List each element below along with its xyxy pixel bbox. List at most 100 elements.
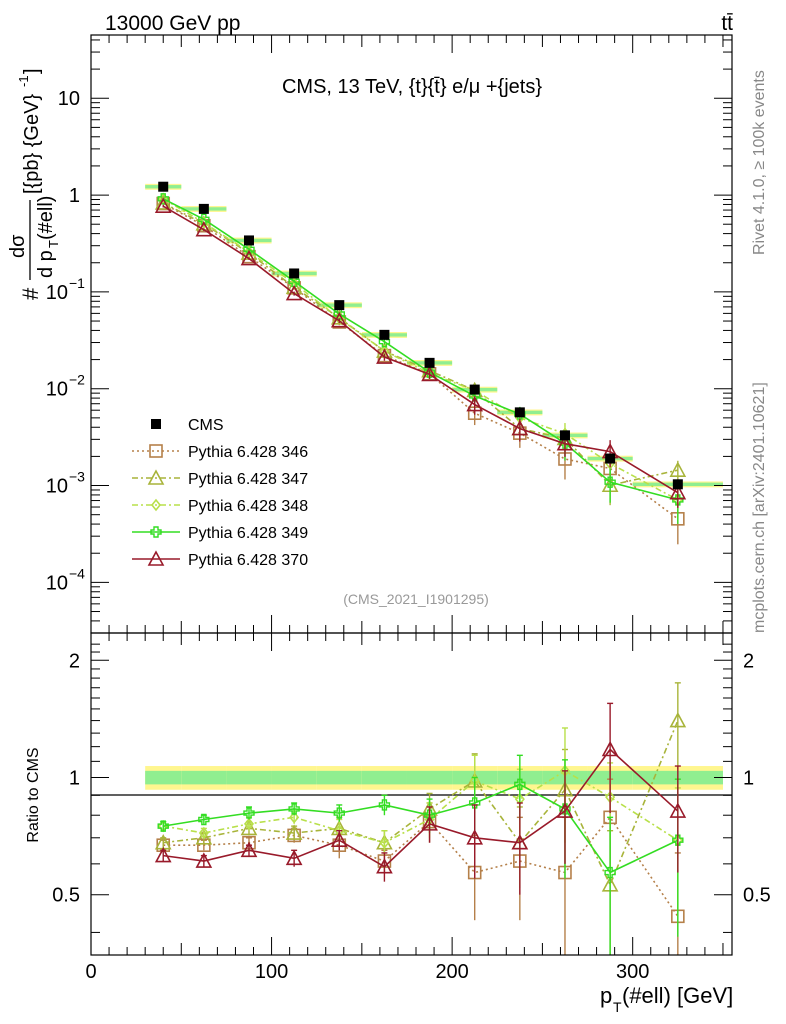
ratio-series-5 [154,702,687,895]
ratio-marker [289,811,300,824]
data-point [469,384,480,395]
ratio-band-inner [316,770,362,785]
main-marker [376,348,393,364]
main-series-line [162,205,679,494]
main-marker [421,365,438,382]
main-marker [195,220,213,237]
legend-item-3: Pythia 6.428 348 [132,498,308,515]
ratio-bands [145,766,723,790]
data-point [289,268,300,279]
legend-label: Pythia 6.428 349 [188,525,308,542]
x-axis-title: p T (#ell) [GeV] [600,983,733,1015]
y-tick-exponent: −1 [69,275,85,291]
data-point [334,300,345,311]
ratio-marker [333,807,345,819]
main-series-line [162,198,679,501]
main-marker [285,284,303,301]
ratio-marker [243,807,255,819]
y-tick-label: 1 [69,185,80,207]
legend-marker [147,469,165,485]
data-point [424,357,435,368]
ratio-marker [330,831,348,848]
ratio-marker [379,836,390,849]
ratio-series-2 [154,682,687,955]
ratio-marker [198,813,210,826]
y-tick-exponent: −4 [69,565,85,581]
data-point [243,235,254,246]
data-point [672,479,683,490]
ratio-marker [240,841,258,858]
data-point [514,407,525,418]
legend-item-1: Pythia 6.428 346 [132,444,308,461]
ratio-marker [669,802,687,818]
ratio-marker [511,834,529,850]
ratio-y-tick-label-left: 1 [69,767,80,789]
ratio-y-label: Ratio to CMS [25,747,42,842]
data-point [605,453,616,464]
main-series [154,181,687,545]
x-tick-label: 0 [85,961,96,983]
x-axis: 0 100 200 300 [85,35,724,983]
chart-title: CMS, 13 TeV, {t}{t̄} e/μ +{jets} [282,76,542,98]
ratio-band-inner [271,770,317,785]
x-tick-label: 100 [255,961,288,983]
legend-label: Pythia 6.428 347 [188,471,308,488]
main-marker [604,476,616,488]
ratio-marker [601,740,619,757]
y-tick-label: 10 [46,476,68,498]
data-point [559,430,570,441]
main-series-line [162,202,679,487]
ratio-marker [195,852,213,868]
ratio-marker [240,819,258,836]
y-axis-title-sub: T [46,240,61,248]
legend-label: Pythia 6.428 346 [188,444,308,461]
main-marker [669,483,687,500]
legend-item-5: Pythia 6.428 370 [132,550,308,569]
x-axis-title-rest: (#ell) [GeV] [622,983,733,1008]
ratio-band-inner [145,770,182,785]
legend-marker [151,419,161,429]
ratio-frame [90,632,733,956]
ratio-plot: 0.5 0.5 1 1 2 2 0 100 200 300 Ratio to CMS [25,35,771,983]
ratio-series-line [163,720,679,887]
main-marker [154,194,172,210]
ratio-marker [514,778,526,791]
y-axis-title: # dσ d p T (#ell) [{pb} {GeV} -1 ] [7,68,61,300]
header-left: 13000 GeV pp [105,12,240,35]
ratio-marker [376,858,393,874]
ratio-marker [468,797,481,809]
ratio-marker [154,846,172,863]
legend-label: Pythia 6.428 370 [188,552,308,569]
y-tick-label: 10 [46,282,68,304]
ratio-marker [604,866,616,879]
legend-item-4: Pythia 6.428 349 [132,525,308,542]
ratio-marker [195,829,213,845]
legend-marker [147,550,165,566]
main-marker [556,434,574,451]
ratio-marker [198,826,209,840]
mcplots-label: mcplots.cern.ch [arXiv:2401.10621] [751,382,768,633]
main-marker [669,461,687,477]
main-marker [198,213,210,226]
ratio-marker [421,815,438,831]
ratio-marker [243,817,255,831]
legend-label: CMS [188,417,224,434]
main-series-line [162,202,679,520]
data-point [379,329,390,340]
ratio-band-inner [406,770,453,785]
y-axis-title-close: ] [21,68,43,74]
legend-marker [150,498,162,512]
ratio-series-line [163,816,679,917]
ratio-series-line [163,783,679,874]
ratio-marker [669,711,687,728]
ratio-series-1 [156,778,685,955]
ratio-series [154,682,687,955]
ratio-series-line [163,748,679,868]
legend-item-2: Pythia 6.428 347 [132,469,308,488]
y-tick-label: 10 [46,379,68,401]
rivet-label: Rivet 4.1.0, ≥ 100k events [751,70,768,255]
y-axis-title-denominator: d p [35,250,57,278]
y-axis-title-units: [{pb} {GeV} [21,94,43,194]
